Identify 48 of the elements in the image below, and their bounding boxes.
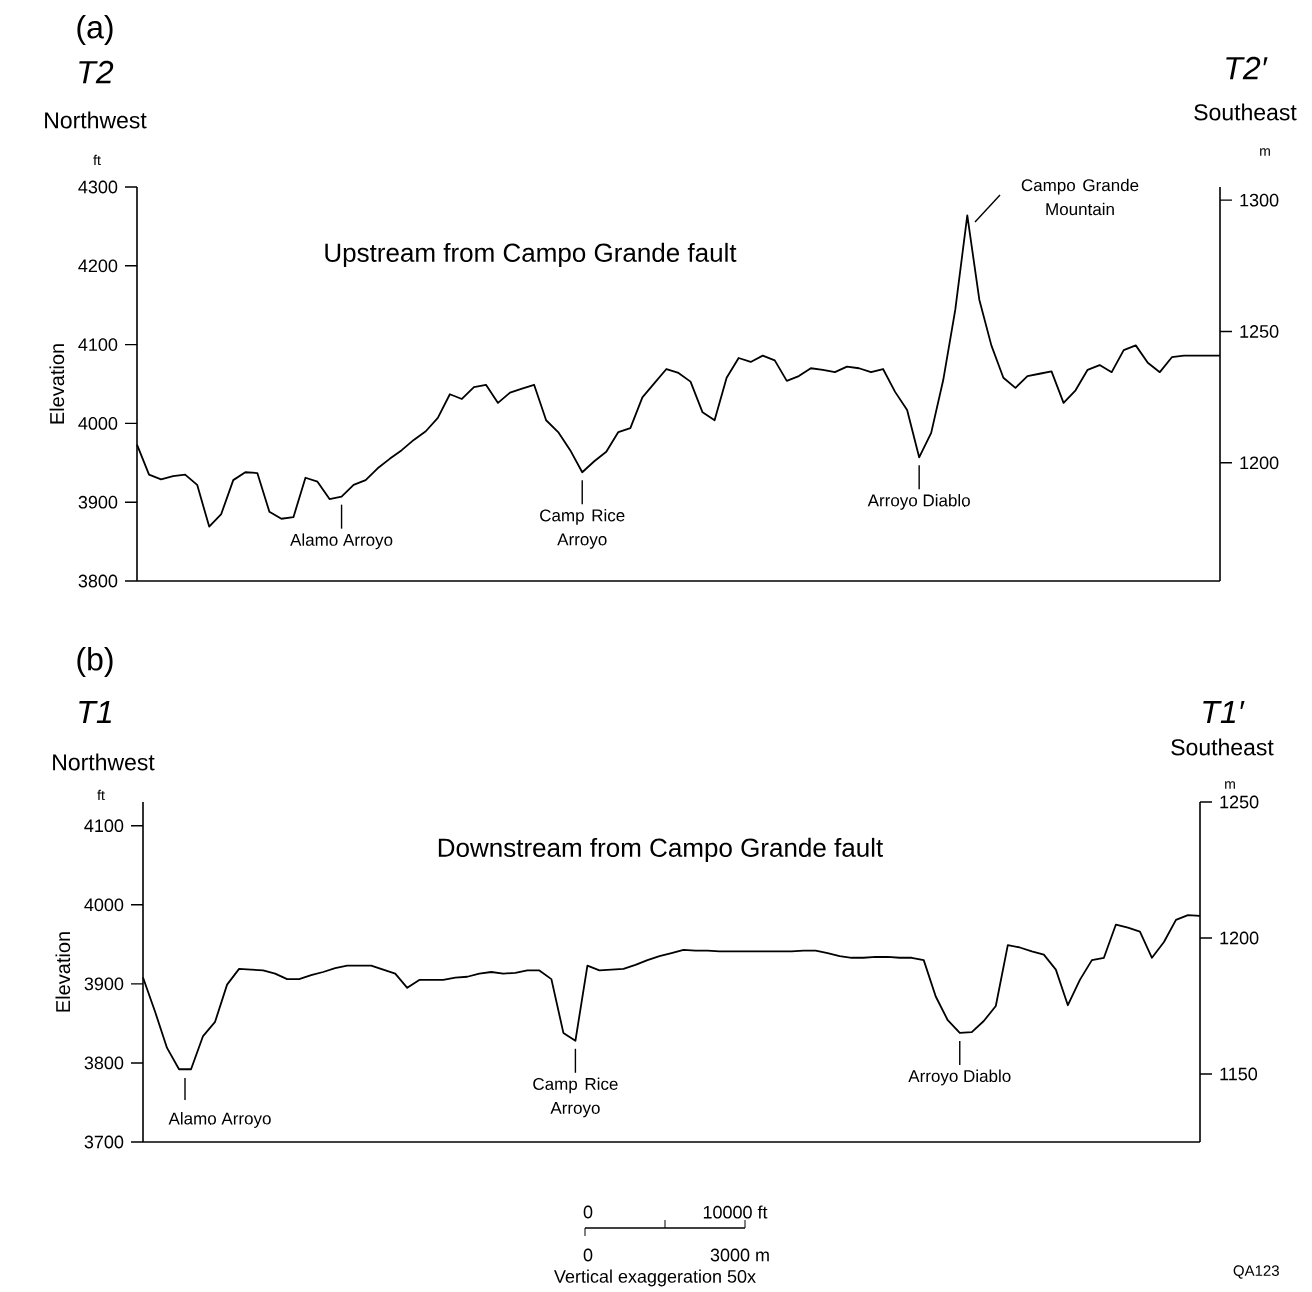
annotation: Arroyo Diablo	[867, 493, 970, 510]
y-tick-label: 3900	[78, 495, 118, 509]
y-tick-label: 4000	[84, 898, 124, 912]
y2-tick-label: 1200	[1220, 931, 1259, 945]
annotation: Alamo Arroyo	[168, 1112, 271, 1128]
text: Southeast	[1171, 738, 1274, 756]
text: T1	[79, 700, 111, 723]
y-tick-label: 3800	[84, 1056, 124, 1070]
text: ft	[97, 789, 105, 801]
annotation: Alamo Arroyo	[290, 533, 393, 550]
text: Downstream from Campo Grande fault	[438, 837, 883, 863]
annotation: Camp Rice Arroyo	[540, 508, 625, 549]
text: 0	[583, 1248, 593, 1262]
text: 3000 m	[710, 1248, 769, 1262]
text: ft	[93, 154, 101, 166]
y-tick-label: 3900	[84, 977, 124, 991]
text: Vertical exaggeration 50x	[554, 1269, 756, 1287]
y2-tick-label: 1250	[1220, 795, 1259, 809]
text: Upstream from Campo Grande fault	[325, 242, 737, 268]
annotation: Campo Grande Mountain	[1021, 178, 1139, 216]
y-tick-label: 4300	[78, 180, 118, 194]
y-tick-label: 4200	[78, 259, 118, 273]
text: Northwest	[45, 111, 147, 129]
text: m	[1225, 781, 1235, 789]
annotation: Arroyo Diablo	[908, 1069, 1011, 1086]
y2-tick-label: 1250	[1240, 325, 1279, 338]
y-tick-label: 3800	[78, 574, 118, 588]
text: m	[1260, 148, 1270, 156]
text: T1′	[1203, 700, 1245, 723]
text: T2′	[1226, 56, 1268, 80]
y-tick-label: 3700	[84, 1135, 124, 1149]
y-axis-title: Elevation	[49, 344, 65, 424]
text: 10000 ft	[703, 1205, 768, 1219]
text: 0	[583, 1205, 593, 1219]
y2-tick-label: 1200	[1240, 456, 1279, 470]
y-tick-label: 4100	[78, 338, 118, 351]
chart-title: (a)	[77, 15, 113, 45]
y-tick-label: 4100	[84, 819, 124, 833]
y-tick-label: 4000	[78, 417, 118, 430]
text: Northwest	[53, 753, 155, 771]
text: QA123	[1233, 1265, 1279, 1279]
text: Southeast	[1194, 103, 1297, 121]
y2-tick-label: 1300	[1240, 193, 1279, 207]
text: T2	[79, 60, 114, 84]
y-axis-title: Elevation	[55, 932, 71, 1012]
y2-tick-label: 1150	[1220, 1067, 1258, 1081]
annotation: Camp Rice Arroyo	[533, 1077, 618, 1118]
chart-title: (b)	[77, 647, 113, 677]
